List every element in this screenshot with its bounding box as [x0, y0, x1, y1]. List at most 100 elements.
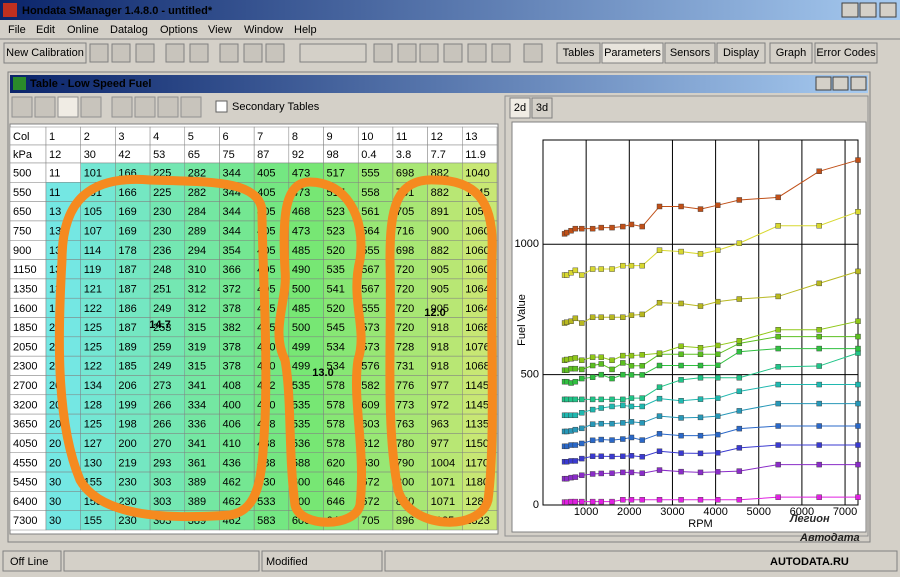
table-value: 972	[431, 399, 449, 411]
icon[interactable]	[34, 96, 56, 118]
point	[715, 202, 721, 208]
table-value: 576	[361, 361, 379, 373]
table-value: 259	[153, 341, 171, 353]
table-value: 372	[222, 283, 240, 295]
table-value: 564	[361, 226, 379, 238]
button-label[interactable]: Parameters	[604, 47, 661, 59]
point	[628, 403, 635, 410]
icon[interactable]	[189, 43, 209, 63]
table-value: 534	[327, 361, 345, 373]
button-label[interactable]: Error Codes	[816, 47, 876, 59]
point	[736, 445, 743, 451]
icon[interactable]	[467, 43, 487, 63]
point	[628, 419, 635, 425]
point	[589, 453, 596, 459]
point	[598, 371, 604, 378]
tab[interactable]	[531, 97, 553, 119]
open-icon[interactable]	[89, 43, 109, 63]
maximize-button[interactable]	[859, 2, 877, 18]
table-value: 344	[222, 168, 240, 180]
menu-item[interactable]: File	[8, 24, 26, 36]
button[interactable]	[601, 42, 664, 64]
tab[interactable]	[509, 97, 531, 119]
icon[interactable]	[265, 43, 285, 63]
menu-item[interactable]: View	[208, 24, 232, 36]
icon[interactable]	[419, 43, 439, 63]
icon[interactable]	[219, 43, 239, 63]
point	[639, 437, 645, 443]
add-icon[interactable]	[111, 96, 133, 118]
point	[656, 497, 663, 503]
checkbox[interactable]	[215, 100, 228, 113]
maximize-button[interactable]	[832, 76, 849, 91]
icon[interactable]	[11, 96, 33, 118]
table-value: 121	[84, 283, 102, 295]
close-button[interactable]	[879, 2, 897, 18]
button[interactable]	[3, 42, 87, 64]
icon[interactable]	[397, 43, 417, 63]
table-value: 672	[361, 496, 379, 508]
icon[interactable]	[180, 96, 202, 118]
tab-label[interactable]: 3d	[536, 102, 548, 114]
icon[interactable]	[157, 96, 179, 118]
row-header: 900	[13, 245, 31, 257]
icon[interactable]	[243, 43, 263, 63]
icon[interactable]	[135, 43, 155, 63]
menu-item[interactable]: Edit	[36, 24, 55, 36]
icon[interactable]	[523, 43, 543, 63]
button[interactable]	[769, 42, 813, 64]
button-label[interactable]: Tables	[563, 47, 595, 59]
point	[628, 434, 635, 441]
point	[656, 384, 663, 390]
point	[620, 453, 626, 459]
point	[628, 363, 635, 369]
button-label[interactable]: Display	[723, 47, 760, 59]
minimize-button[interactable]	[815, 76, 832, 91]
menu-item[interactable]: Online	[67, 24, 99, 36]
icon[interactable]	[443, 43, 463, 63]
point	[736, 338, 743, 344]
table-value: 534	[327, 341, 345, 353]
button[interactable]	[664, 42, 716, 64]
button-label[interactable]: Graph	[776, 47, 807, 59]
watermark: Автодата	[799, 532, 860, 544]
menu-item[interactable]: Options	[160, 24, 198, 36]
table-value: 720	[396, 303, 414, 315]
x-tick-label: 7000	[833, 506, 857, 518]
window-title: Table - Low Speed Fuel	[30, 78, 151, 90]
checkbox-label[interactable]: Secondary Tables	[232, 101, 320, 113]
table-value: 230	[118, 477, 136, 489]
table-value: 378	[222, 361, 240, 373]
y-axis-label: Fuel Value	[516, 294, 528, 346]
minimize-button[interactable]	[841, 2, 859, 18]
menu-item[interactable]: Datalog	[110, 24, 148, 36]
menu-item[interactable]: Help	[294, 24, 317, 36]
icon[interactable]	[80, 96, 102, 118]
icon[interactable]	[491, 43, 511, 63]
table-value: 620	[327, 457, 345, 469]
save-icon[interactable]	[111, 43, 131, 63]
icon[interactable]	[373, 43, 393, 63]
table-value: 230	[118, 515, 136, 527]
point	[678, 398, 684, 404]
subtract-icon[interactable]	[134, 96, 156, 118]
point	[736, 240, 743, 246]
menu-item[interactable]: Window	[244, 24, 283, 36]
button[interactable]	[716, 42, 766, 64]
button[interactable]	[814, 42, 878, 64]
button-label[interactable]: New Calibration	[6, 47, 84, 59]
icon[interactable]	[57, 96, 79, 118]
icon[interactable]	[165, 43, 185, 63]
button[interactable]	[556, 42, 601, 64]
button-label[interactable]: Sensors	[670, 47, 711, 59]
point	[572, 458, 579, 464]
point	[816, 400, 822, 407]
point	[598, 224, 604, 231]
table-value: 289	[188, 226, 206, 238]
close-button[interactable]	[850, 76, 867, 91]
annotation-label: 12.0	[424, 307, 445, 319]
point	[678, 362, 684, 369]
table-value: 270	[153, 438, 171, 450]
row-header: Col	[13, 131, 30, 143]
tab-label[interactable]: 2d	[514, 102, 526, 114]
